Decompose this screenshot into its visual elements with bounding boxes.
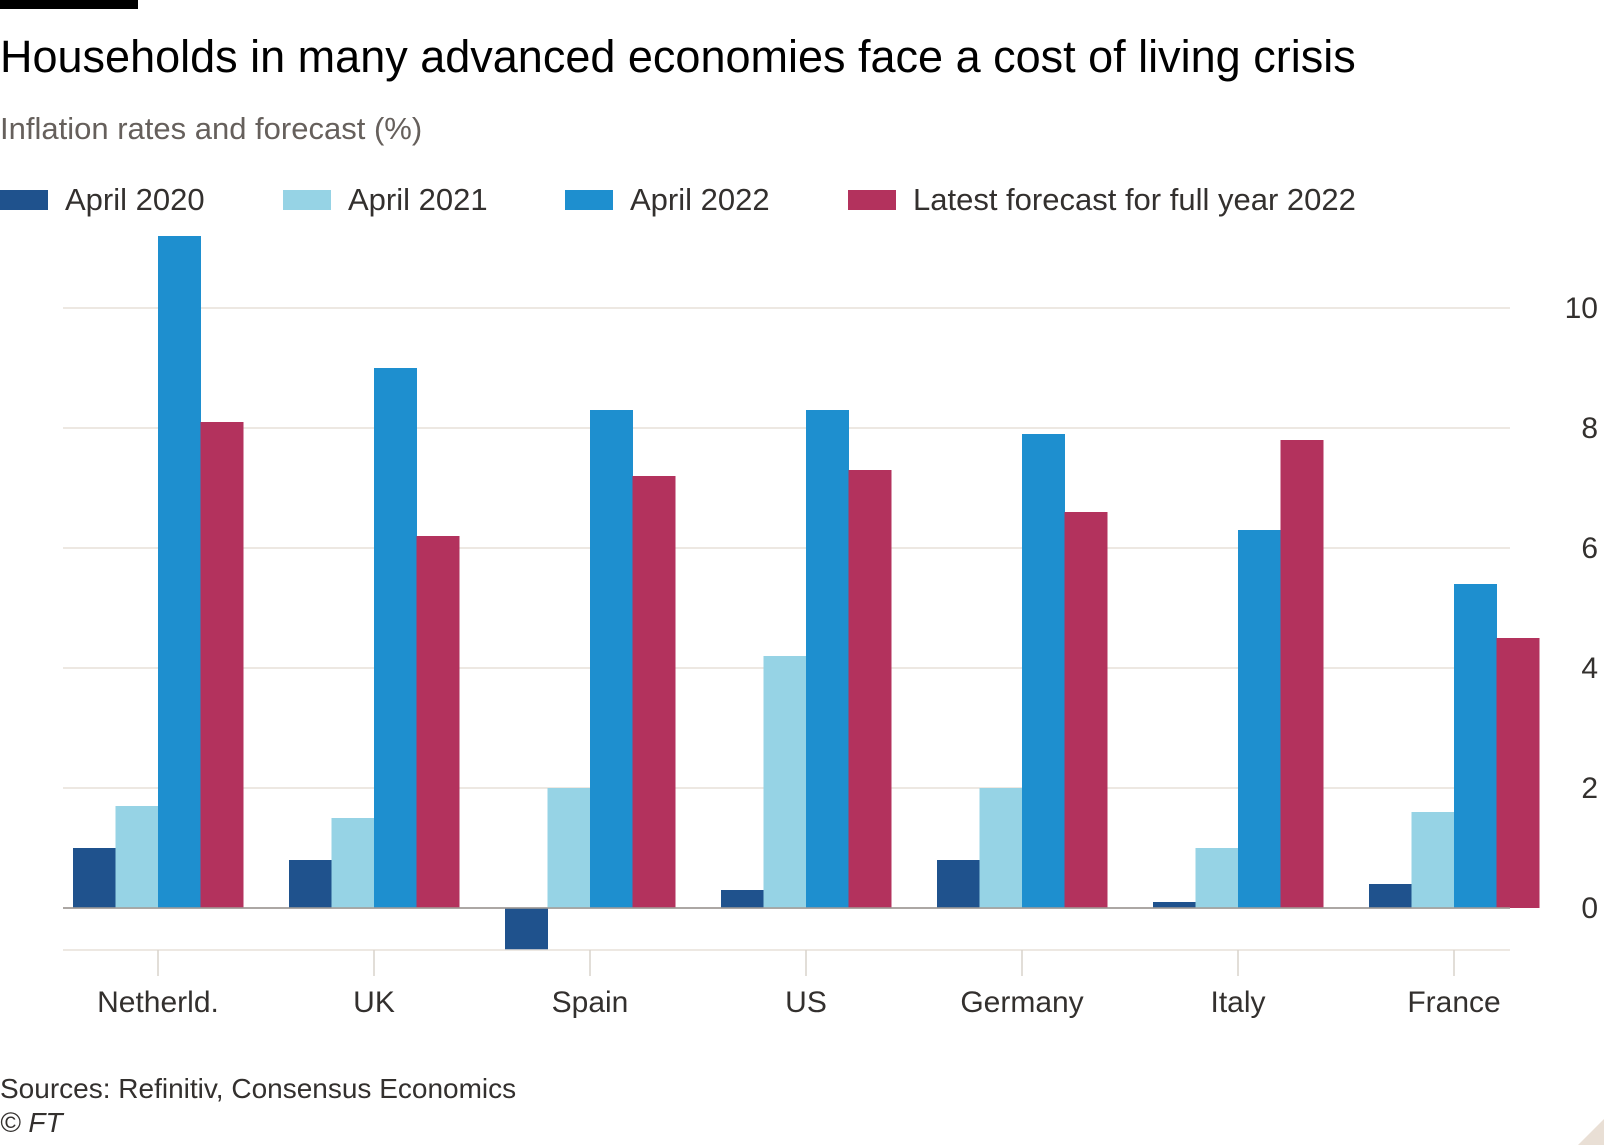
bar-us-latest-forecast-for-full-year-2022 <box>848 470 892 908</box>
legend-swatch-latest-forecast <box>848 190 896 210</box>
legend-swatch-april-2022 <box>565 190 613 210</box>
bar-germany-latest-forecast-for-full-year-2022 <box>1064 512 1108 908</box>
bar-spain-latest-forecast-for-full-year-2022 <box>632 476 676 908</box>
bar-netherld-april-2021 <box>115 806 159 908</box>
bar-us-april-2021 <box>763 656 807 908</box>
bar-italy-april-2020 <box>1153 902 1196 908</box>
copyright-note: © FT <box>0 1107 63 1138</box>
legend-swatch-april-2021 <box>283 190 331 210</box>
y-tick-label: 6 <box>1581 532 1598 565</box>
bar-uk-april-2020 <box>289 860 332 908</box>
bar-italy-april-2022 <box>1238 530 1281 908</box>
bar-italy-latest-forecast-for-full-year-2022 <box>1280 440 1324 908</box>
y-tick-label: 10 <box>1565 292 1598 325</box>
y-tick-label: 2 <box>1581 772 1598 805</box>
bar-netherld-latest-forecast-for-full-year-2022 <box>200 422 244 908</box>
bar-us-april-2022 <box>806 410 849 908</box>
x-tick-label: Netherld. <box>97 986 219 1019</box>
x-tick-label: Germany <box>960 986 1083 1019</box>
top-rule <box>0 0 138 9</box>
bar-germany-april-2020 <box>937 860 980 908</box>
legend-label-april-2021: April 2021 <box>348 182 488 217</box>
bar-spain-april-2022 <box>590 410 633 908</box>
chart-title: Households in many advanced economies fa… <box>0 31 1356 82</box>
bar-germany-april-2022 <box>1022 434 1065 908</box>
bar-spain-april-2021 <box>547 788 591 908</box>
legend-label-latest-forecast: Latest forecast for full year 2022 <box>913 182 1356 217</box>
bar-france-april-2022 <box>1454 584 1497 908</box>
y-tick-label: 0 <box>1581 892 1598 925</box>
legend-label-april-2020: April 2020 <box>65 182 205 217</box>
bar-germany-april-2021 <box>979 788 1023 908</box>
x-tick-label: UK <box>353 986 395 1019</box>
chart-subtitle: Inflation rates and forecast (%) <box>0 111 423 146</box>
bar-spain-april-2020 <box>505 908 548 950</box>
bar-netherld-april-2020 <box>73 848 116 908</box>
bar-italy-april-2021 <box>1195 848 1239 908</box>
corner-fold-icon <box>1578 1119 1604 1145</box>
source-note: Sources: Refinitiv, Consensus Economics <box>0 1073 517 1104</box>
bar-france-april-2021 <box>1411 812 1455 908</box>
legend-swatch-april-2020 <box>0 190 48 210</box>
legend-label-april-2022: April 2022 <box>630 182 770 217</box>
x-tick-label: US <box>785 986 827 1019</box>
y-tick-label: 4 <box>1581 652 1598 685</box>
x-tick-label: Italy <box>1210 986 1265 1019</box>
bar-uk-april-2021 <box>331 818 375 908</box>
bar-uk-latest-forecast-for-full-year-2022 <box>416 536 460 908</box>
y-tick-label: 8 <box>1581 412 1598 445</box>
bar-us-april-2020 <box>721 890 764 908</box>
bar-france-april-2020 <box>1369 884 1412 908</box>
bar-netherld-april-2022 <box>158 236 201 908</box>
bar-france-latest-forecast-for-full-year-2022 <box>1496 638 1540 908</box>
x-tick-label: Spain <box>552 986 629 1019</box>
bar-uk-april-2022 <box>374 368 417 908</box>
x-tick-label: France <box>1407 986 1500 1019</box>
